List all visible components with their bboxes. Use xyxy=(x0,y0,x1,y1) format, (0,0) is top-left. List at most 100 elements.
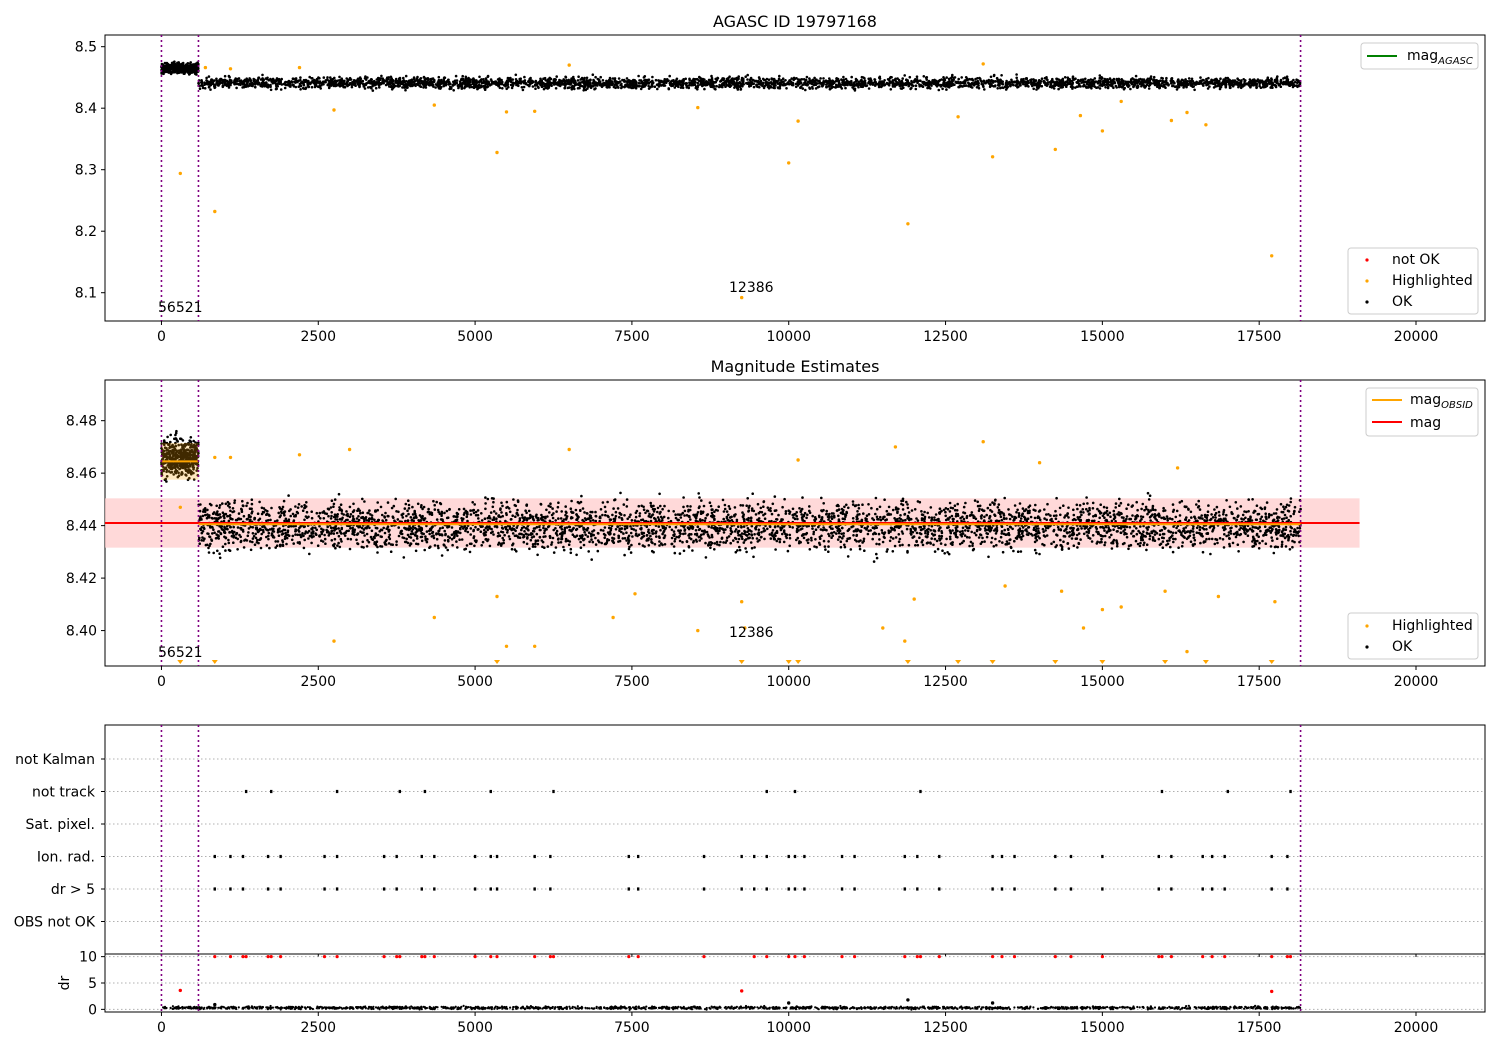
ok-point xyxy=(955,81,958,85)
ok-point xyxy=(844,86,847,90)
ok-point xyxy=(486,74,490,78)
ok-point xyxy=(860,80,864,84)
ok-point xyxy=(703,78,706,81)
ok-point xyxy=(756,85,759,89)
highlighted-point xyxy=(990,155,995,159)
ok-point xyxy=(173,60,176,63)
ok-point xyxy=(408,79,412,82)
legend-swatch-not-ok xyxy=(1365,258,1369,262)
ok-point xyxy=(188,68,191,72)
ok-point xyxy=(709,79,713,83)
ok-point xyxy=(572,81,576,85)
ok-point xyxy=(561,82,564,86)
ok-point xyxy=(804,88,807,92)
ok-point xyxy=(404,74,408,78)
ok-point xyxy=(822,83,825,86)
ok-point xyxy=(895,80,898,84)
ok-point xyxy=(1276,75,1279,78)
ok-point xyxy=(1060,79,1063,82)
ok-point xyxy=(221,84,225,88)
ok-point xyxy=(566,86,570,90)
ok-point xyxy=(1052,87,1056,90)
ok-point xyxy=(719,79,723,83)
ok-point xyxy=(340,84,343,87)
ok-point xyxy=(974,80,977,83)
ok-point xyxy=(426,77,430,80)
ok-point xyxy=(790,83,794,87)
ok-point xyxy=(178,64,182,67)
ok-point xyxy=(814,87,818,90)
ok-point xyxy=(1069,85,1073,89)
ok-point xyxy=(1145,80,1149,83)
ok-point xyxy=(893,83,896,86)
ok-point xyxy=(990,84,994,87)
ok-point xyxy=(844,83,847,86)
ok-point xyxy=(921,81,924,84)
ok-point xyxy=(586,80,589,83)
ok-point xyxy=(891,79,895,82)
ok-point xyxy=(470,85,474,89)
ok-point xyxy=(931,80,935,83)
ok-point xyxy=(177,61,180,64)
ok-point xyxy=(1018,81,1021,84)
highlighted-point xyxy=(796,119,800,123)
ok-point xyxy=(799,82,802,85)
ok-point xyxy=(1027,85,1030,88)
ok-point xyxy=(198,87,202,90)
ok-point xyxy=(1106,86,1110,90)
ok-point xyxy=(981,84,985,88)
ok-point xyxy=(183,72,186,75)
ok-point xyxy=(854,77,858,81)
ok-point xyxy=(511,83,515,86)
panel-agasc: AGASC ID 19797168 0 2500 5000 7500 10000 1250… xyxy=(75,12,1486,345)
ok-point xyxy=(1076,507,1079,511)
ok-point xyxy=(459,82,462,85)
ok-point xyxy=(558,83,561,87)
ok-point xyxy=(490,80,494,84)
ok-point xyxy=(238,82,241,86)
ok-point xyxy=(420,539,424,543)
ok-point xyxy=(764,81,768,85)
ok-point xyxy=(380,74,383,78)
ok-point xyxy=(399,82,403,86)
ok-point xyxy=(1181,541,1184,544)
ok-point xyxy=(752,85,756,89)
ok-point xyxy=(825,85,828,89)
ok-point xyxy=(770,77,773,80)
ok-point xyxy=(714,77,717,81)
ok-point xyxy=(1292,83,1296,87)
ok-point xyxy=(540,80,544,84)
ok-point xyxy=(208,85,211,88)
ok-point xyxy=(493,80,497,84)
ok-point xyxy=(945,76,948,79)
ok-point xyxy=(566,80,569,84)
ok-point xyxy=(1285,75,1289,78)
ok-point xyxy=(242,79,246,83)
ok-point xyxy=(781,77,785,80)
ok-point xyxy=(1081,78,1085,81)
ok-point xyxy=(186,62,190,65)
ok-point xyxy=(855,84,859,87)
ok-point xyxy=(962,80,966,84)
ok-point xyxy=(1271,86,1274,89)
ok-point xyxy=(822,77,825,80)
ok-point xyxy=(1106,82,1109,86)
legend-swatch-highlighted xyxy=(1365,279,1369,283)
ok-point xyxy=(1034,79,1038,82)
ok-point xyxy=(671,84,675,87)
ok-point xyxy=(224,83,227,87)
ok-point xyxy=(739,84,743,87)
ok-point xyxy=(242,546,246,549)
ok-point xyxy=(311,77,314,80)
ok-point xyxy=(302,82,305,86)
ok-point xyxy=(249,78,252,81)
ok-point xyxy=(830,80,833,84)
ok-point xyxy=(1220,82,1223,85)
legend-label-mag-agasc-sub: AGASC xyxy=(1437,56,1473,67)
ok-point xyxy=(805,75,809,79)
ok-point xyxy=(924,82,927,86)
ok-point xyxy=(501,87,504,90)
ok-point xyxy=(466,77,470,80)
ok-point xyxy=(1184,78,1187,81)
ok-point xyxy=(1224,81,1227,85)
